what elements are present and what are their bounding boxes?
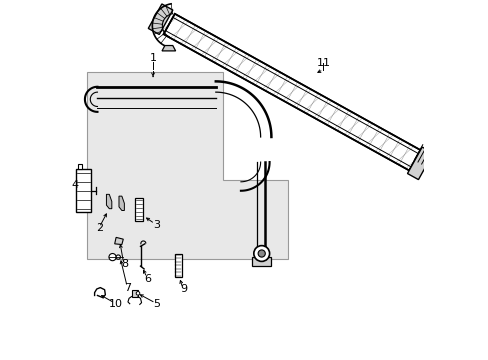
Text: 11: 11 xyxy=(316,58,330,68)
Bar xyxy=(252,257,270,266)
Polygon shape xyxy=(407,147,432,180)
Text: 8: 8 xyxy=(121,259,128,269)
Bar xyxy=(135,198,142,221)
Bar xyxy=(131,290,138,297)
Text: 5: 5 xyxy=(153,299,160,309)
Circle shape xyxy=(136,292,140,295)
Text: 4: 4 xyxy=(72,180,79,190)
Circle shape xyxy=(116,255,120,259)
Circle shape xyxy=(258,250,265,257)
Polygon shape xyxy=(119,196,124,211)
Text: 7: 7 xyxy=(124,283,131,293)
Polygon shape xyxy=(106,194,112,209)
Text: 1: 1 xyxy=(149,53,156,63)
Text: 9: 9 xyxy=(180,284,187,294)
Circle shape xyxy=(109,253,116,261)
Text: 2: 2 xyxy=(96,224,102,233)
Text: 10: 10 xyxy=(108,299,122,309)
Text: 3: 3 xyxy=(153,220,160,230)
Polygon shape xyxy=(148,4,172,35)
Polygon shape xyxy=(115,237,123,244)
Polygon shape xyxy=(162,45,175,51)
Bar xyxy=(174,253,182,277)
Text: 6: 6 xyxy=(144,274,151,284)
Polygon shape xyxy=(86,72,287,259)
Circle shape xyxy=(253,246,269,261)
Polygon shape xyxy=(163,14,420,171)
Bar xyxy=(76,169,91,212)
Bar xyxy=(78,164,82,169)
